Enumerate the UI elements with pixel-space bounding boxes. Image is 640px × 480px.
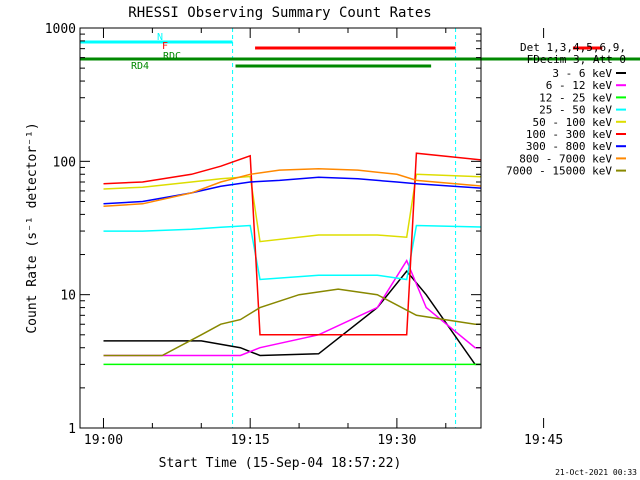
plot-frame <box>79 27 482 429</box>
series-line-8 <box>103 288 481 357</box>
series-line-4 <box>103 173 481 243</box>
legend-label-0: 3 - 6 keV <box>552 67 612 80</box>
y-tick-label-0: 1 <box>68 422 76 437</box>
legend: Det 1,3,4,5,6,9,FDecim 3, Att 03 - 6 keV… <box>506 41 626 178</box>
axes: 19:0019:1519:3019:4520:0020:1520:3011010… <box>45 22 563 448</box>
legend-label-8: 7000 - 15000 keV <box>506 165 612 178</box>
state-bar-0-0 <box>80 40 233 44</box>
state-bar-1-1 <box>572 46 603 50</box>
x-axis-label: Start Time (15-Sep-04 18:57:22) <box>159 456 402 471</box>
y-tick-label-3: 1000 <box>45 22 76 37</box>
series-line-2 <box>103 363 481 366</box>
state-bar-label-2: RDC <box>163 51 181 62</box>
series-line-5 <box>103 152 481 336</box>
state-bar-3-0 <box>235 64 432 68</box>
legend-label-5: 100 - 300 keV <box>526 128 612 141</box>
legend-label-4: 50 - 100 keV <box>533 116 613 129</box>
legend-label-2: 12 - 25 keV <box>539 91 612 104</box>
y-tick-label-2: 100 <box>53 155 76 170</box>
state-bar-1-0 <box>255 46 456 50</box>
series-line-6 <box>103 176 481 205</box>
x-tick-label-1: 19:15 <box>231 433 270 448</box>
x-tick-label-2: 19:30 <box>377 433 416 448</box>
legend-header-0: Det 1,3,4,5,6,9, <box>520 41 626 54</box>
legend-header-1: FDecim 3, Att 0 <box>527 53 626 66</box>
state-bar-label-0: N <box>157 32 163 43</box>
legend-label-1: 6 - 12 keV <box>546 79 613 92</box>
series-line-7 <box>103 167 481 208</box>
state-bar-label-1: F <box>162 41 168 52</box>
legend-label-6: 300 - 800 keV <box>526 140 612 153</box>
y-axis-label: Count Rate (s⁻¹ detector⁻¹) <box>25 122 40 333</box>
footer-date: 21-Oct-2021 00:33 <box>555 468 637 477</box>
series-line-3 <box>103 224 481 281</box>
state-bar-2-0 <box>80 57 640 61</box>
chart-title: RHESSI Observing Summary Count Rates <box>128 5 431 21</box>
series-line-0 <box>103 270 481 366</box>
x-tick-label-0: 19:00 <box>84 433 123 448</box>
legend-label-7: 800 - 7000 keV <box>519 152 612 165</box>
legend-label-3: 25 - 50 keV <box>539 104 612 117</box>
state-bar-label-3: RD4 <box>131 61 149 72</box>
x-tick-label-3: 19:45 <box>524 433 563 448</box>
y-tick-label-1: 10 <box>60 289 76 304</box>
